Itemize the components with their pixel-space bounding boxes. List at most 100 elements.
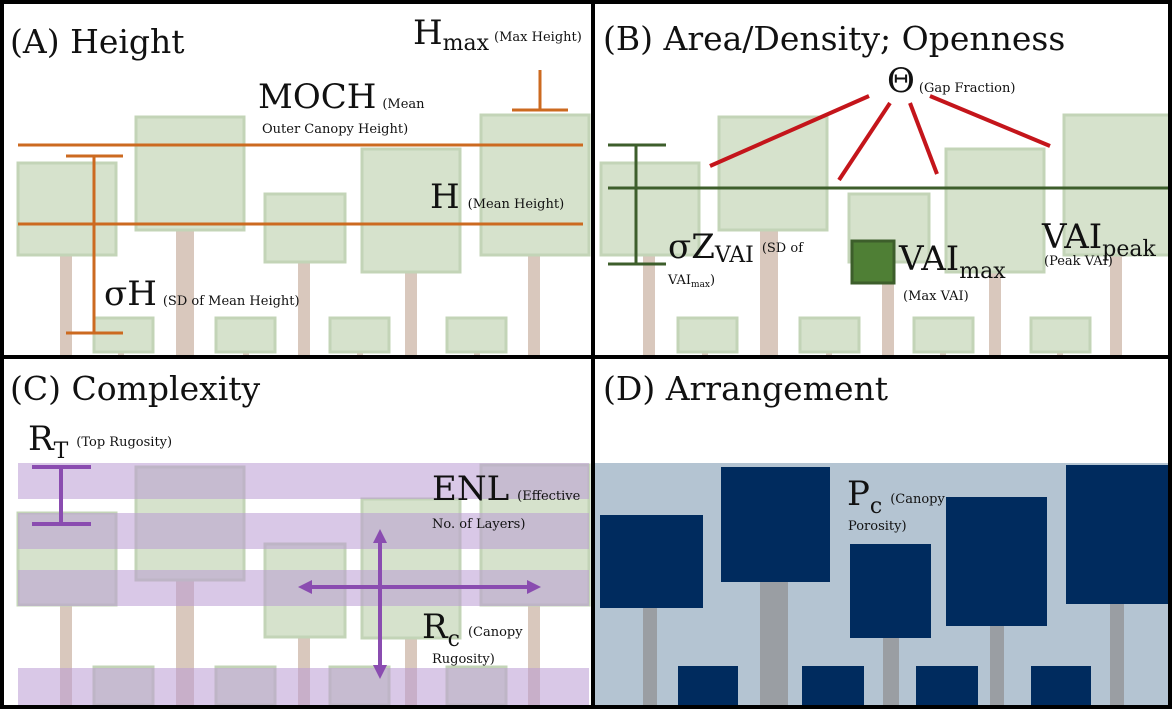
sigma-z-subscript: VAI — [714, 243, 754, 268]
theta-symbol: Θ — [887, 61, 915, 101]
moch-desc-2: Outer Canopy Height) — [262, 122, 408, 137]
density-lines — [608, 143, 1172, 266]
crown — [916, 666, 978, 706]
arrow-right — [527, 580, 541, 594]
vai-max-desc: (Max VAI) — [903, 289, 969, 304]
layer-band — [18, 463, 589, 499]
crown — [676, 316, 739, 354]
hmax-subscript: max — [443, 31, 490, 56]
moch-symbol: MOCH — [258, 77, 376, 117]
panel-d-arrangement: (D) Arrangement Pc (Canopy Porosity) — [595, 369, 1172, 709]
gap-fraction-lines — [709, 94, 1051, 182]
trunk — [643, 255, 655, 357]
panel-b-trees — [643, 230, 1122, 357]
pc-desc-2: Porosity) — [848, 519, 907, 534]
trunk — [528, 255, 540, 357]
trunk — [702, 352, 708, 357]
rc-label: Rc (Canopy — [422, 607, 523, 652]
panel-b-crowns — [599, 113, 1172, 354]
panel-b-title: (B) Area/Density; Openness — [603, 19, 1065, 58]
enl-symbol: ENL — [432, 469, 509, 509]
trunk — [474, 352, 480, 357]
rc-desc-1: (Canopy — [468, 625, 523, 640]
vai-peak-subscript: peak — [1102, 237, 1156, 262]
arrow-down — [373, 665, 387, 679]
crown — [92, 316, 155, 354]
sigma-z-desc-2: VAImax) — [667, 273, 715, 290]
crown — [802, 666, 864, 706]
sigma-z-label: σZVAI (SD of — [668, 227, 804, 268]
enl-label: ENL (Effective — [432, 469, 581, 509]
crown — [850, 544, 931, 638]
trunk — [357, 352, 363, 357]
panel-b-density: (B) Area/Density; Openness Θ (Gap Fractio… — [599, 19, 1172, 357]
mean-height-symbol: H — [430, 177, 460, 217]
trunk — [760, 230, 778, 357]
moch-label: MOCH (Mean — [258, 77, 425, 117]
panel-a-measure-lines — [18, 70, 583, 335]
trunk — [118, 352, 124, 357]
crown — [1031, 666, 1091, 706]
panel-a-trees — [60, 230, 540, 357]
vai-max-label: VAImax — [898, 239, 1006, 284]
rt-symbol: R — [28, 419, 55, 459]
crown — [263, 192, 347, 264]
enl-desc-1: (Effective — [517, 489, 580, 504]
trunk — [405, 272, 417, 357]
gap-line — [908, 102, 939, 175]
rt-label: RT (Top Rugosity) — [28, 419, 172, 464]
crown — [1062, 113, 1172, 257]
hmax-desc: (Max Height) — [494, 30, 582, 45]
panel-a-title: (A) Height — [10, 22, 185, 61]
trunk — [826, 352, 832, 357]
layer-bands — [18, 463, 589, 706]
rc-subscript: c — [448, 627, 460, 652]
vai-peak-label: VAIpeak — [1041, 217, 1156, 262]
crown — [678, 666, 738, 706]
trunk — [882, 262, 894, 357]
pc-symbol: P — [847, 474, 870, 514]
sigma-z-desc-2-end: ) — [710, 273, 715, 288]
arrow-up — [373, 529, 387, 543]
trunk — [1110, 604, 1124, 709]
rt-subscript: T — [54, 439, 69, 464]
crown — [946, 497, 1047, 626]
crown — [214, 316, 277, 354]
gap-line — [929, 94, 1051, 148]
sigma-z-desc-1: (SD of — [762, 241, 804, 256]
panel-d-crowns — [600, 465, 1172, 706]
rugosity-lines — [32, 465, 530, 668]
crown — [360, 147, 462, 274]
vai-peak-desc: (Peak VAI) — [1044, 254, 1113, 269]
crown — [912, 316, 975, 354]
trunk — [940, 352, 946, 357]
vai-peak-symbol: VAI — [1041, 217, 1102, 257]
panel-c-title: (C) Complexity — [10, 369, 261, 408]
sigma-h-desc: (SD of Mean Height) — [163, 294, 300, 309]
crown — [16, 161, 118, 257]
trunk — [883, 638, 899, 709]
mean-height-label: H (Mean Height) — [430, 177, 564, 217]
trunk — [1057, 352, 1063, 357]
rc-arrowheads — [298, 529, 541, 679]
crown — [328, 316, 391, 354]
layer-band — [18, 668, 589, 706]
sigma-z-symbol: σZ — [668, 227, 715, 267]
sigma-z-desc-2-main: VAI — [667, 273, 691, 288]
panel-d-trunks — [643, 582, 1124, 709]
rc-desc-2: Rugosity) — [432, 652, 495, 667]
hmax-label: Hmax (Max Height) — [413, 13, 582, 56]
crown — [1066, 465, 1172, 604]
trunk — [990, 626, 1004, 709]
trunk — [643, 608, 657, 709]
pc-subscript: c — [870, 494, 882, 519]
panel-a-height: (A) Height Hmax (Max Height) MOCH (Mean Ou… — [10, 13, 591, 357]
panel-a-crowns — [16, 113, 591, 354]
vai-max-symbol: VAI — [898, 239, 959, 279]
mean-height-desc: (Mean Height) — [468, 197, 565, 212]
trunk — [989, 272, 1001, 357]
pc-label: Pc (Canopy — [847, 474, 946, 519]
crown — [721, 467, 830, 582]
sigma-z-desc-2-sub: max — [691, 280, 710, 290]
